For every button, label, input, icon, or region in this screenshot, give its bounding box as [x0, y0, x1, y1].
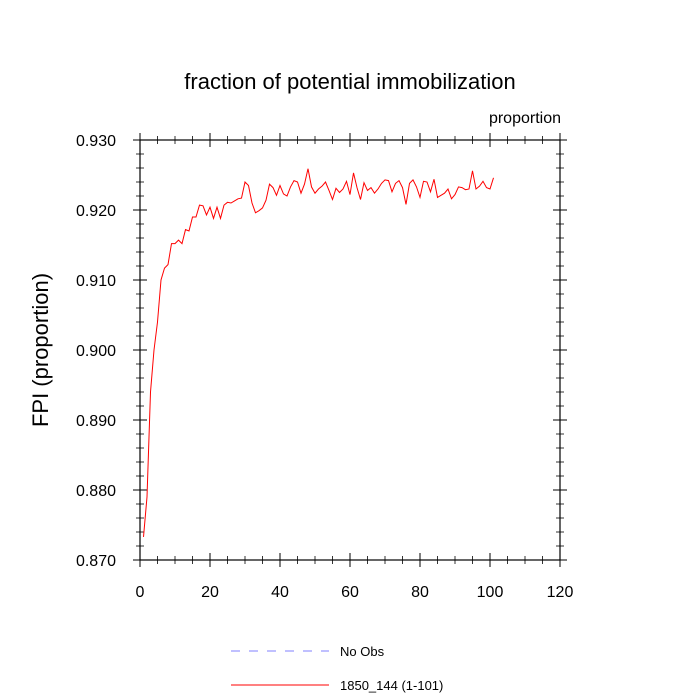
y-tick-label: 0.910	[76, 273, 116, 290]
chart-title: fraction of potential immobilization	[184, 69, 515, 94]
y-tick-label: 0.880	[76, 483, 116, 500]
x-tick-label: 60	[341, 584, 359, 601]
x-tick-label: 0	[136, 584, 145, 601]
x-tick-label: 120	[547, 584, 574, 601]
series-layer	[143, 168, 494, 537]
x-tick-label: 20	[201, 584, 219, 601]
x-tick-label: 80	[411, 584, 429, 601]
legend-label: No Obs	[340, 644, 385, 659]
units-label: proportion	[489, 110, 561, 127]
axis-ticks	[133, 133, 567, 567]
y-tick-label: 0.900	[76, 343, 116, 360]
y-axis-label: FPI (proportion)	[28, 273, 53, 427]
y-tick-label: 0.890	[76, 413, 116, 430]
y-tick-label: 0.930	[76, 133, 116, 150]
x-tick-label: 100	[477, 584, 504, 601]
x-tick-labels: 0 20 40 60 80 100 120	[136, 584, 574, 601]
x-tick-label: 40	[271, 584, 289, 601]
y-tick-label: 0.870	[76, 553, 116, 570]
legend: No Obs 1850_144 (1-101)	[231, 644, 443, 693]
plot-frame	[139, 139, 561, 561]
y-tick-labels: 0.870 0.880 0.890 0.900 0.910 0.920 0.930	[76, 133, 116, 570]
legend-label: 1850_144 (1-101)	[340, 678, 443, 693]
y-tick-label: 0.920	[76, 203, 116, 220]
series-line	[143, 168, 494, 537]
